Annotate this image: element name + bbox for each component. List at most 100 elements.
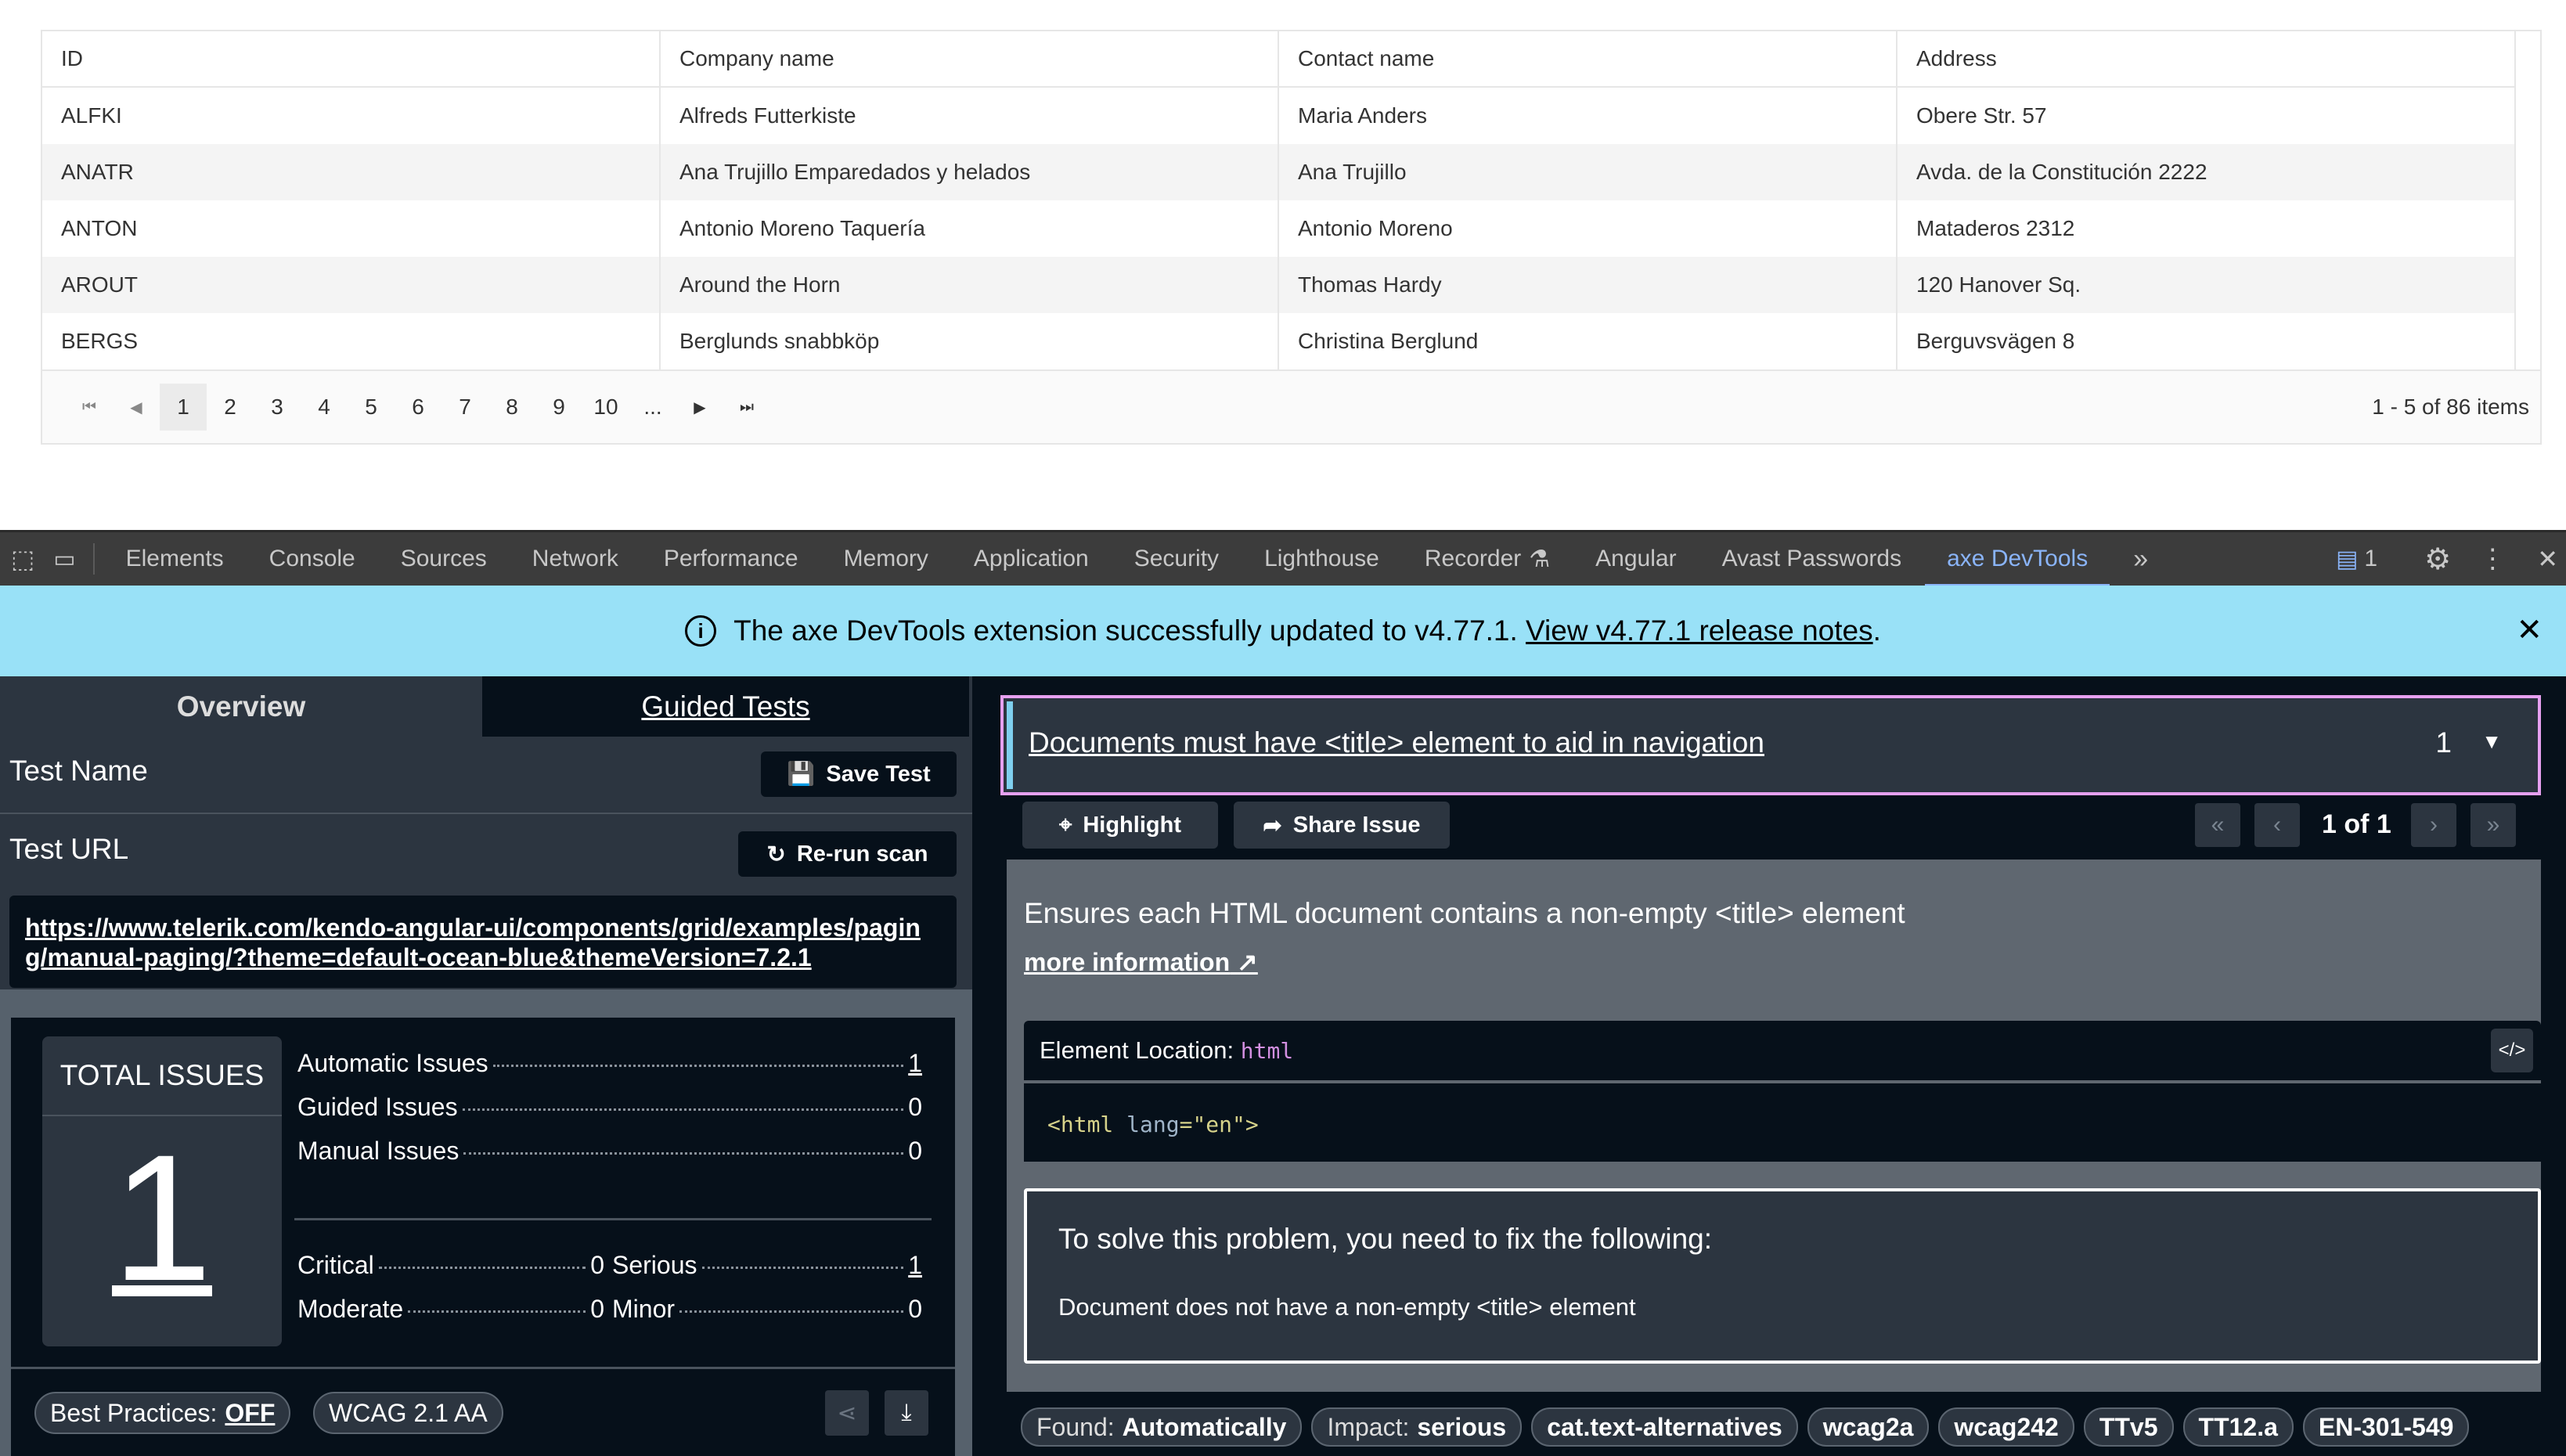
location-label: Element Location: (1040, 1036, 1234, 1064)
grid-pager: ⏮ ◀ 1 2 3 4 5 6 7 8 9 10... ▶ ⏭ 1 - 5 of 86 items (42, 369, 2540, 443)
devtools-tab-label: Performance (663, 546, 798, 571)
devtools-tab[interactable]: Avast Passwords (1722, 532, 1902, 587)
tab-guided-tests[interactable]: Guided Tests (482, 676, 969, 737)
table-cell: 120 Hanover Sq. (1897, 257, 2516, 313)
save-test-label: Save Test (826, 761, 931, 787)
devtools-tab[interactable]: Performance (664, 532, 798, 587)
page-button[interactable]: 7 (459, 395, 471, 419)
device-toggle-icon[interactable]: ▭ (53, 546, 76, 572)
close-devtools-icon[interactable]: ✕ (2537, 545, 2558, 573)
page-button[interactable]: 5 (365, 395, 377, 419)
table-row[interactable]: BERGS Berglunds snabbköp Christina Berglun… (42, 313, 2516, 369)
table-cell: ALFKI (42, 88, 661, 144)
issues-count[interactable]: 1 (2364, 546, 2378, 571)
rule-tag: TTv5 (2083, 1407, 2174, 1447)
issue-title[interactable]: Documents must have <title> element to a… (1029, 726, 1764, 759)
last-issue-button[interactable]: » (2470, 803, 2516, 847)
table-cell: AROUT (42, 257, 661, 313)
severity-value: 0 (590, 1251, 604, 1279)
total-issues-box: TOTAL ISSUES 1 (42, 1036, 282, 1346)
settings-gear-icon[interactable]: ⚙ (2424, 542, 2452, 576)
page-button[interactable]: 3 (271, 395, 283, 419)
rerun-scan-button[interactable]: ↻ Re-run scan (738, 831, 957, 877)
table-row[interactable]: ANTON Antonio Moreno Taquería Antonio More… (42, 200, 2516, 257)
test-url-label: Test URL (9, 833, 129, 865)
issue-stat: Guided Issues 0 (297, 1093, 922, 1122)
devtools-tab[interactable]: Application (974, 532, 1089, 587)
download-icon[interactable]: ⤓ (885, 1390, 928, 1436)
devtools-tab[interactable]: Network (532, 532, 618, 587)
table-row[interactable]: AROUT Around the Horn Thomas Hardy 120 Hano… (42, 257, 2516, 313)
release-notes-link[interactable]: View v4.77.1 release notes (1526, 614, 1873, 647)
code-view-icon[interactable]: </> (2491, 1029, 2533, 1072)
code-snippet: <html lang="en"> (1024, 1083, 2541, 1162)
table-row[interactable]: ALFKI Alfreds Futterkiste Maria Anders Ober… (42, 88, 2516, 144)
issue-detail-panel: Documents must have <title> element to a… (972, 676, 2566, 1456)
devtools-tab[interactable]: Recorder ⚗ (1425, 532, 1550, 587)
next-issue-button[interactable]: › (2411, 803, 2456, 847)
first-page-button[interactable]: ⏮ (82, 398, 96, 416)
wcag-standard-badge[interactable]: WCAG 2.1 AA (313, 1392, 503, 1434)
issues-icon[interactable]: ▤ (2336, 546, 2359, 572)
highlight-button[interactable]: ⌖ Highlight (1022, 802, 1218, 849)
devtools-tab[interactable]: Security (1134, 532, 1219, 587)
inspect-element-icon[interactable]: ⬚ (11, 545, 35, 573)
flask-icon: ⚗ (1529, 546, 1551, 572)
chevron-down-icon[interactable]: ▼ (2481, 730, 2502, 753)
share-issue-label: Share Issue (1292, 812, 1421, 838)
devtools-tab-label: Security (1133, 546, 1220, 571)
devtools-tab[interactable]: Memory (844, 532, 928, 587)
code-eq: = (1179, 1112, 1193, 1137)
first-issue-button[interactable]: « (2195, 803, 2240, 847)
stat-label: Automatic Issues (297, 1049, 488, 1077)
more-tabs-icon[interactable]: » (2133, 543, 2149, 574)
page-button[interactable]: 9 (553, 395, 565, 419)
column-header-contact[interactable]: Contact name (1279, 31, 1897, 86)
test-url-link[interactable]: https://www.telerik.com/kendo-angular-ui… (9, 896, 957, 988)
devtools-tab[interactable]: Lighthouse (1264, 532, 1379, 587)
share-icon[interactable]: ⋖ (825, 1390, 869, 1436)
previous-issue-button[interactable]: ‹ (2254, 803, 2300, 847)
devtools-tab-label: Memory (843, 546, 928, 571)
devtools-tab[interactable]: Sources (401, 532, 487, 587)
code-tag: <html (1047, 1112, 1114, 1137)
page-button[interactable]: 8 (506, 395, 518, 419)
devtools-tab[interactable]: Console (269, 532, 355, 587)
table-row[interactable]: ANATR Ana Trujillo Emparedados y helados A… (42, 144, 2516, 200)
page-button[interactable]: 2 (224, 395, 236, 419)
total-issues-count[interactable]: 1 (112, 1117, 212, 1318)
stat-value[interactable]: 1 (908, 1049, 922, 1077)
best-practices-toggle[interactable]: Best Practices: OFF (34, 1392, 291, 1434)
column-header-address[interactable]: Address (1897, 31, 2516, 86)
page-button[interactable]: 10 (593, 395, 618, 419)
next-page-button[interactable]: ▶ (694, 398, 706, 416)
more-information-link[interactable]: more information ↗ (1024, 947, 1258, 977)
page-button[interactable]: 4 (318, 395, 330, 419)
devtools-tab[interactable]: Angular (1595, 532, 1676, 587)
page-button[interactable]: 1 (160, 384, 207, 431)
devtools-tab[interactable]: axe DevTools (1925, 532, 2110, 587)
severity-label: Moderate (297, 1295, 404, 1323)
column-header-id[interactable]: ID (42, 31, 661, 86)
issue-header[interactable]: Documents must have <title> element to a… (1000, 695, 2541, 795)
table-cell: Avda. de la Constitución 2222 (1897, 144, 2516, 200)
devtools-tab[interactable]: Elements (126, 532, 224, 587)
column-header-company[interactable]: Company name (661, 31, 1279, 86)
close-banner-icon[interactable]: ✕ (2516, 613, 2543, 647)
table-cell: Berglunds snabbköp (661, 313, 1279, 369)
more-options-icon[interactable]: ⋮ (2479, 544, 2507, 574)
table-cell: Maria Anders (1279, 88, 1897, 144)
page-button[interactable]: 6 (412, 395, 424, 419)
best-practices-value[interactable]: OFF (225, 1398, 276, 1427)
severity-value[interactable]: 1 (908, 1251, 922, 1279)
highlight-label: Highlight (1083, 812, 1181, 838)
save-test-button[interactable]: 💾 Save Test (761, 751, 957, 797)
last-page-button[interactable]: ⏭ (740, 398, 754, 416)
total-issues-label: TOTAL ISSUES (42, 1036, 282, 1116)
page-button[interactable]: ... (643, 395, 662, 419)
tab-overview[interactable]: Overview (176, 690, 306, 723)
share-issue-button[interactable]: ➦ Share Issue (1234, 802, 1450, 849)
issue-body: Ensures each HTML document contains a no… (1007, 860, 2541, 1392)
previous-page-button[interactable]: ◀ (130, 398, 142, 416)
divider (11, 1367, 955, 1369)
